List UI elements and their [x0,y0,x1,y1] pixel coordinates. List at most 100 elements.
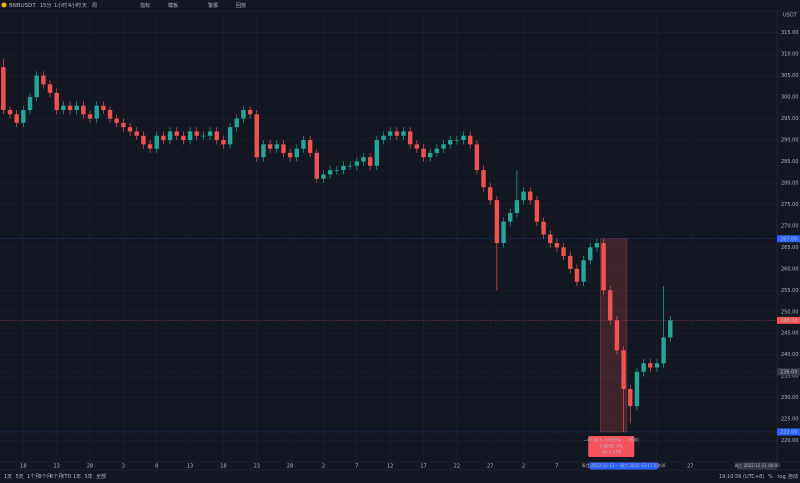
candle-body [41,75,46,85]
range-button[interactable]: 1年 [73,473,81,480]
axis-option[interactable]: log [778,474,786,480]
candle-body [114,118,119,123]
toolbar-item[interactable]: 回放 [236,2,246,9]
time-label: 周六 2022-12-13 ~ 周六 2022-12-17 00:00 [582,462,666,468]
interval-button[interactable]: 1小时 [54,2,67,9]
candle-body [234,118,239,128]
candle-body [481,170,486,188]
candle-body [654,363,660,368]
x-tick-label: 27 [487,464,493,470]
range-button[interactable]: 1天 [4,474,12,480]
candle-body [21,110,26,123]
candle-body [381,135,386,141]
candle-body [54,92,59,110]
price-label-bg [777,368,800,376]
candle-body [14,114,19,123]
y-tick-label: 230.00 [781,395,799,401]
y-tick-label: 305.00 [781,73,799,79]
range-button[interactable]: YTD [61,474,72,480]
time-label: 周三 2022-12-21 00:00 [734,462,780,468]
range-button[interactable]: 1个月 [27,474,40,480]
candle-body [1,67,6,110]
range-button[interactable]: 3个月 [39,474,52,480]
candle-body [127,127,133,132]
candle-body [594,243,600,248]
price-label: 267.00 [780,236,798,242]
candle-body [34,75,39,98]
y-tick-label: 280.00 [781,180,799,186]
measure-tooltip-line: −45.00 (−16.85%) , −4500 [584,437,640,442]
candle-body [387,131,393,136]
time-label-bg [736,462,777,470]
candle-body [588,247,593,261]
candle-body [634,371,640,407]
interval-button[interactable]: 周 [92,3,97,9]
candle-body [521,191,526,201]
x-tick-label: 18 [220,464,226,470]
candle-body [608,290,613,321]
measure-tooltip-line: 4 根K线, 4天 [599,442,623,448]
candle-body [301,140,306,149]
candle-body [267,144,273,149]
y-tick-label: 240.00 [781,352,799,358]
candle-body [154,135,159,149]
time-label-bg [589,462,658,470]
candle-body [347,165,353,167]
x-tick-label: 23 [254,464,260,470]
candle-body [494,200,500,244]
candle-body [61,105,66,110]
symbol-icon [1,2,7,8]
chart [0,12,777,462]
interval-button[interactable]: 天 [82,3,87,9]
candle-body [568,255,573,269]
x-tick-label: 27 [687,464,693,470]
candle-body [254,114,259,158]
candle-body [181,135,186,141]
candle-body [614,320,620,351]
axis-unit: USDT [783,13,798,19]
candle-body [334,170,340,171]
candle-body [7,110,13,115]
axis-option[interactable]: % [768,474,773,480]
x-tick-label: 8 [155,464,158,470]
candle-body [94,105,99,119]
range-button[interactable]: 全部 [96,473,106,480]
candle-body [407,131,413,145]
candle-body [468,135,473,145]
candle-body [321,174,326,179]
candle-body [67,105,73,110]
x-tick-label: 28 [287,464,293,470]
toolbar-item[interactable]: 指标 [140,2,150,9]
range-button[interactable]: 6个月 [50,474,63,480]
axis-option[interactable]: 自动 [788,473,798,480]
candle-body [147,144,153,149]
candle-body [374,140,380,166]
clock: 19:10:56 (UTC+8) [719,474,764,480]
candle-body [27,97,33,110]
range-button[interactable]: 5年 [85,473,93,480]
candle-body [107,110,113,119]
y-tick-label: 245.00 [781,331,799,337]
candle-body [201,135,206,137]
candle-body [241,110,246,119]
candle-body [361,157,366,162]
x-tick-label: 7 [555,464,558,470]
candle-body [341,165,346,171]
x-tick-label: 18 [20,464,26,470]
candle-body [214,131,219,141]
candle-body [81,105,86,115]
range-button[interactable]: 5天 [16,474,24,480]
x-tick-label: 7 [355,464,358,470]
candle-body [508,213,513,222]
toolbar-item[interactable]: 模板 [168,2,178,9]
candle-body [601,243,606,291]
symbol[interactable]: BNBUSDT [9,3,36,9]
x-tick-label: 2 [322,464,325,470]
interval-button[interactable]: 15分 [40,2,51,9]
candle-body [668,320,673,338]
candle-body [447,140,453,145]
interval-button[interactable]: 4小时 [68,2,81,9]
toolbar-item[interactable]: 警报 [208,2,218,9]
candle-body [501,221,506,244]
price-label: 248.00 [780,318,798,324]
